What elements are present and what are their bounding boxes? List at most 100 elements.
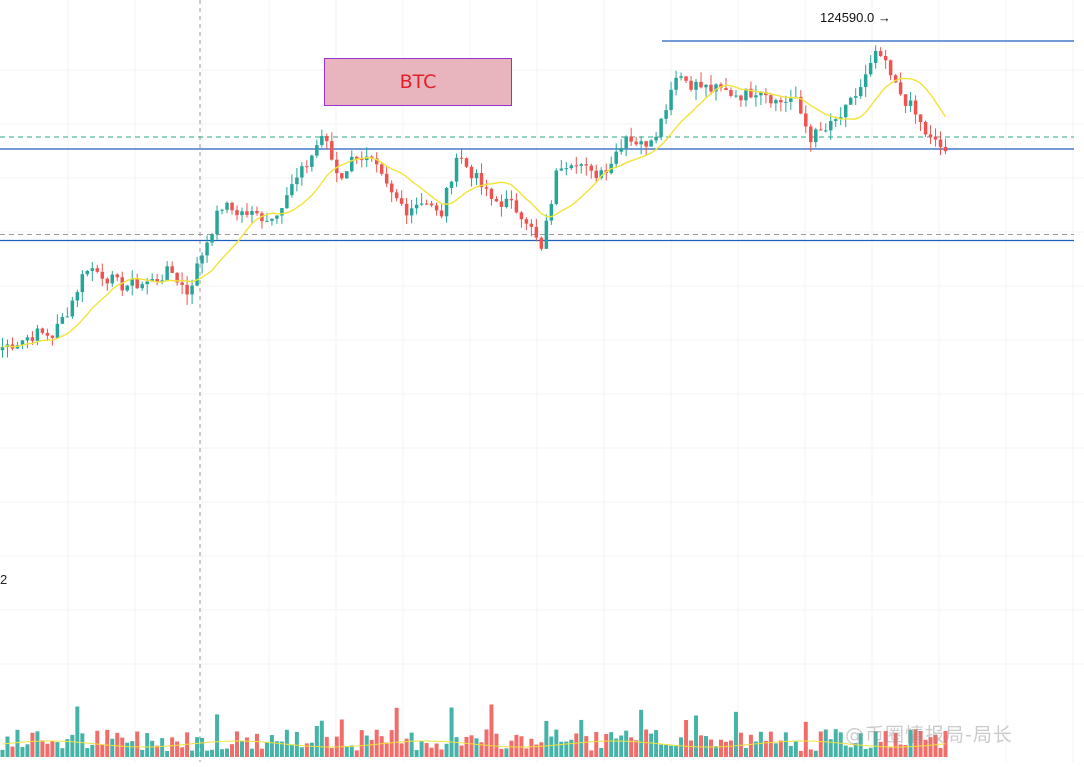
candle-body <box>644 141 648 147</box>
volume-bar <box>444 743 449 757</box>
candle-body <box>285 195 289 209</box>
volume-bar <box>913 729 918 757</box>
candle-body <box>554 170 559 204</box>
candle-body <box>833 119 838 121</box>
volume-bar <box>419 740 424 757</box>
volume-bar <box>529 738 534 757</box>
volume-bar <box>150 740 155 757</box>
candle-body <box>903 94 908 106</box>
candle-body <box>893 75 898 83</box>
symbol-label-box[interactable]: BTC <box>324 58 512 106</box>
candle-body <box>444 187 449 217</box>
volume-bar <box>903 744 908 757</box>
volume-bar <box>429 747 434 757</box>
volume-bar <box>614 738 619 757</box>
candle-body <box>310 155 314 167</box>
candle-body <box>300 166 304 178</box>
volume-bar <box>853 743 858 757</box>
volume-bar <box>45 743 50 757</box>
volume-bar <box>239 740 244 757</box>
candle-body <box>524 219 529 224</box>
candle-body <box>574 165 579 167</box>
candle-body <box>350 156 354 172</box>
volume-bar <box>629 737 634 757</box>
candle-body <box>275 215 279 219</box>
volume-bar <box>559 741 564 757</box>
candle-body <box>235 210 239 216</box>
candle-body <box>913 100 918 115</box>
volume-bar <box>369 739 374 757</box>
candle-body <box>814 129 818 143</box>
candle-body <box>769 95 773 104</box>
volume-bar <box>90 744 95 757</box>
volume-bar <box>165 750 170 757</box>
candle-body <box>474 172 479 179</box>
candle-body <box>315 145 319 156</box>
candle-body <box>429 203 434 206</box>
candle-body <box>335 159 339 174</box>
candle-body <box>225 202 229 210</box>
candle-body <box>544 220 549 249</box>
volume-bar <box>319 720 324 757</box>
candle-body <box>195 263 199 286</box>
candle-body <box>290 184 294 196</box>
candle-body <box>824 130 828 132</box>
volume-bar <box>50 740 55 757</box>
volume-bar <box>20 746 25 757</box>
volume-bar <box>249 748 254 757</box>
candle-body <box>863 74 868 88</box>
volume-bar <box>709 739 713 757</box>
candle-body <box>320 136 324 146</box>
volume-bar <box>893 732 898 757</box>
candle-body <box>739 95 743 101</box>
volume-bar <box>30 732 35 757</box>
volume-bar <box>85 748 90 757</box>
candle-body <box>684 76 688 81</box>
candle-body <box>45 332 50 336</box>
volume-bar <box>454 737 459 757</box>
volume-bar <box>230 744 235 757</box>
candle-body <box>729 90 733 96</box>
volume-bar <box>494 733 499 757</box>
volume-bar <box>155 745 160 757</box>
volume-bar <box>35 731 40 757</box>
candle-body <box>749 88 753 98</box>
candle-body <box>809 126 813 143</box>
candle-body <box>918 114 923 122</box>
volume-bar <box>15 729 20 757</box>
candle-body <box>514 200 519 213</box>
candle-body <box>95 268 100 272</box>
volume-bar <box>115 732 120 757</box>
candle-body <box>848 97 853 105</box>
candle-body <box>140 284 144 289</box>
candle-body <box>774 100 778 104</box>
volume-bar <box>125 742 130 757</box>
volume-bar <box>10 746 15 757</box>
candle-body <box>359 158 364 161</box>
volume-bar <box>414 750 419 757</box>
volume-bar <box>279 741 284 757</box>
volume-bar <box>225 748 230 757</box>
volume-bar <box>274 741 279 757</box>
candle-body <box>215 210 219 235</box>
volume-bar <box>763 740 768 757</box>
volume-bar <box>394 707 399 757</box>
volume-bar <box>140 749 145 757</box>
candle-body <box>0 347 5 351</box>
candle-body <box>888 60 893 76</box>
candle-body <box>75 292 80 301</box>
candle-body <box>654 136 658 141</box>
candle-body <box>559 168 564 171</box>
candle-body <box>270 218 274 221</box>
candle-body <box>424 203 429 205</box>
volume-bar <box>449 707 454 757</box>
candle-body <box>689 80 693 90</box>
volume-bar <box>180 747 185 757</box>
candle-body <box>878 51 883 57</box>
candle-body <box>799 96 803 114</box>
volume-bar <box>544 720 549 757</box>
candle-body <box>499 201 504 207</box>
candle-body <box>280 208 284 216</box>
